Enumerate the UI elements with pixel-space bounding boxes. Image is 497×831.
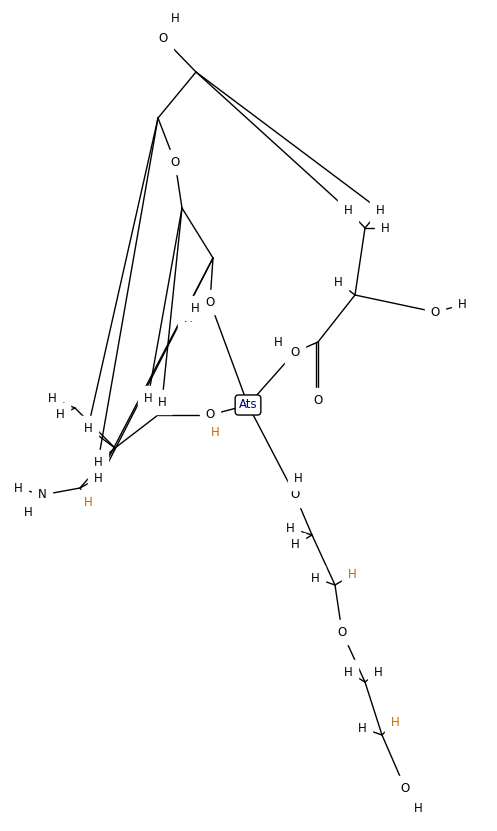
Text: H: H (458, 298, 466, 312)
Text: H: H (343, 666, 352, 678)
Text: H: H (414, 802, 422, 814)
Text: H: H (358, 721, 366, 735)
Text: O: O (205, 409, 215, 421)
Text: H: H (286, 522, 294, 534)
Text: H: H (376, 204, 384, 217)
Text: Ats: Ats (239, 399, 257, 411)
Text: N: N (38, 489, 46, 501)
Text: O: O (290, 346, 300, 358)
Text: H: H (13, 481, 22, 494)
Text: H: H (93, 455, 102, 469)
Text: H: H (347, 568, 356, 582)
Text: H: H (291, 538, 299, 552)
Text: H: H (333, 276, 342, 288)
Text: H: H (391, 715, 400, 729)
Text: O: O (314, 394, 323, 406)
Text: H: H (381, 222, 389, 234)
Text: H: H (93, 471, 102, 484)
Text: H: H (183, 312, 192, 324)
Text: H: H (191, 302, 199, 314)
Text: H: H (211, 425, 219, 439)
Text: H: H (56, 409, 65, 421)
Text: O: O (159, 32, 167, 45)
Text: H: H (274, 336, 282, 348)
Text: O: O (401, 781, 410, 794)
Text: H: H (158, 396, 166, 409)
Text: H: H (311, 572, 320, 584)
Text: H: H (374, 666, 382, 678)
Text: H: H (343, 204, 352, 217)
Text: H: H (294, 471, 302, 484)
Text: O: O (170, 155, 179, 169)
Text: H: H (24, 505, 32, 519)
Text: H: H (83, 495, 92, 509)
Text: H: H (48, 391, 56, 405)
Text: H: H (83, 421, 92, 435)
Text: O: O (337, 626, 346, 638)
Text: O: O (290, 489, 300, 501)
Text: O: O (430, 306, 440, 318)
Text: H: H (144, 391, 153, 405)
Text: O: O (205, 296, 215, 308)
Text: H: H (170, 12, 179, 24)
